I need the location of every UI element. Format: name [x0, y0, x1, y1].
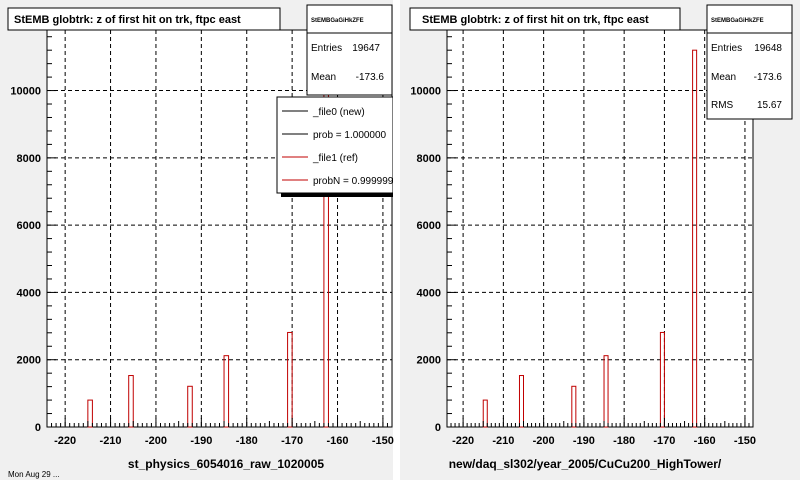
- right-stats-rms-label: RMS: [711, 100, 734, 111]
- x-tick-label: -200: [145, 435, 167, 447]
- histogram-bar: [223, 355, 230, 428]
- legend-entry-2: _file1 (ref): [312, 153, 358, 164]
- right-stats-entries-label: Entries: [711, 43, 742, 54]
- left-chart-title: StEMB globtrk: z of first hit on trk, ft…: [14, 14, 241, 26]
- histogram-bar: [128, 375, 134, 428]
- x-tick-label: -220: [54, 435, 76, 447]
- footer-timestamp: Mon Aug 29 ...: [8, 470, 60, 479]
- left-stats-entries-value: 19647: [352, 43, 380, 54]
- right-axes: -220 -210 -200 -190 -180 -170 -160 -150 0 2000 400…: [410, 36, 756, 447]
- left-plot-frame: [46, 29, 393, 428]
- histogram-bar: [518, 375, 525, 428]
- y-tick-label: 8000: [417, 153, 441, 165]
- histogram-bar: [187, 385, 193, 428]
- y-tick-label: 6000: [417, 220, 441, 232]
- x-tick-label: -160: [694, 435, 716, 447]
- y-tick-label: 0: [35, 422, 41, 434]
- legend-entry-0: _file0 (new): [312, 107, 365, 118]
- left-stats-name: StEMBGaGiHkZFE: [311, 18, 364, 24]
- x-tick-label: -150: [372, 435, 394, 447]
- y-tick-label: 6000: [17, 220, 41, 232]
- y-tick-label: 10000: [410, 86, 441, 98]
- x-tick-label: -160: [327, 435, 349, 447]
- left-title-box: [7, 7, 281, 31]
- x-tick-label: -170: [653, 435, 675, 447]
- histogram-bar: [692, 49, 698, 428]
- histogram-bar: [659, 331, 665, 428]
- legend-entry-3: probN = 0.999999: [313, 176, 394, 187]
- y-tick-label: 10000: [10, 86, 41, 98]
- left-x-axis-title: st_physics_6054016_raw_1020005: [128, 457, 324, 471]
- x-tick-label: -150: [734, 435, 756, 447]
- x-tick-label: -180: [236, 435, 258, 447]
- left-stats-entries-label: Entries: [311, 43, 342, 54]
- right-stats-mean-value: -173.6: [754, 72, 783, 83]
- y-tick-label: 4000: [417, 287, 441, 299]
- histogram-bar: [87, 399, 93, 428]
- y-tick-label: 0: [435, 422, 441, 434]
- histogram-bar: [482, 399, 488, 428]
- histogram-bar: [571, 385, 577, 428]
- right-stats-rms-value: 15.67: [757, 100, 782, 111]
- right-stats-name: StEMBGaGiHkZFE: [711, 18, 764, 24]
- x-tick-label: -190: [573, 435, 595, 447]
- histogram-bar: [287, 331, 293, 428]
- x-tick-label: -170: [281, 435, 303, 447]
- left-axes: -220 -210 -200 -190 -180 -170 -160 -150 0 2000 400…: [10, 36, 394, 447]
- y-tick-label: 8000: [17, 153, 41, 165]
- y-tick-label: 2000: [417, 355, 441, 367]
- x-tick-label: -190: [190, 435, 212, 447]
- right-plot-frame: [446, 29, 754, 428]
- histogram-bar: [603, 355, 609, 428]
- x-tick-label: -220: [452, 435, 474, 447]
- x-tick-label: -200: [533, 435, 555, 447]
- right-x-axis-title: new/daq_sl302/year_2005/CuCu200_HighTowe…: [449, 457, 722, 471]
- right-bars: [482, 49, 698, 428]
- legend-entry-1: prob = 1.000000: [313, 130, 387, 141]
- left-histogram: -220 -210 -200 -190 -180 -170 -160 -150 0 2000 400…: [7, 4, 400, 471]
- right-stats-box: StEMBGaGiHkZFE Entries 19648 Mean -173.6…: [706, 4, 793, 120]
- left-stats-mean-value: -173.6: [356, 72, 385, 83]
- left-legend: _file0 (new) prob = 1.000000 _file1 (ref…: [276, 95, 400, 200]
- right-stats-mean-label: Mean: [711, 72, 736, 83]
- left-stats-box: StEMBGaGiHkZFE Entries 19647 Mean -173.6: [306, 4, 393, 96]
- left-stats-mean-label: Mean: [311, 72, 336, 83]
- x-tick-label: -210: [100, 435, 122, 447]
- x-tick-label: -180: [613, 435, 635, 447]
- y-tick-label: 2000: [17, 355, 41, 367]
- right-stats-entries-value: 19648: [754, 43, 782, 54]
- right-title-box: [409, 7, 681, 31]
- y-tick-label: 4000: [17, 287, 41, 299]
- x-tick-label: -210: [492, 435, 514, 447]
- right-histogram: -220 -210 -200 -190 -180 -170 -160 -150 0 2000 400…: [409, 4, 793, 471]
- right-chart-title: StEMB globtrk: z of first hit on trk, ft…: [422, 14, 649, 26]
